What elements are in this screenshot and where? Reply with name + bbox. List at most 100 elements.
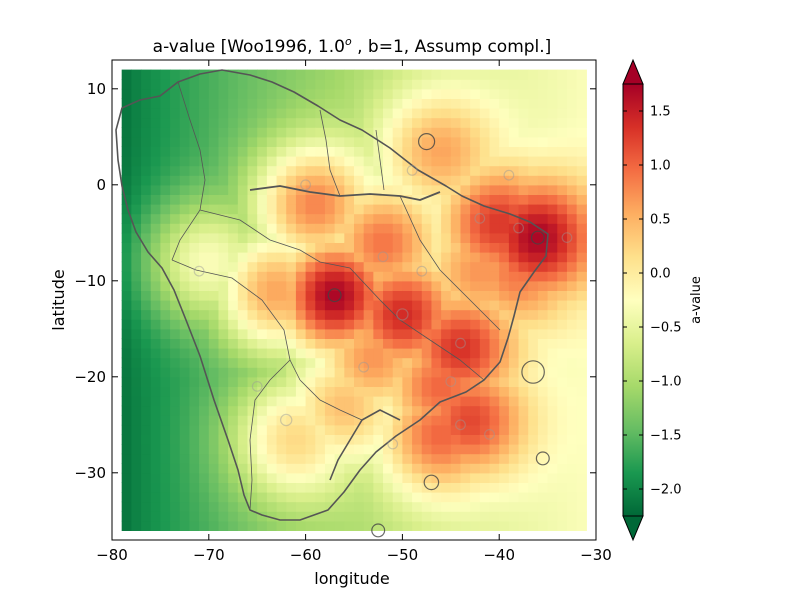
heatmap-cell — [121, 261, 132, 272]
heatmap-cell — [373, 386, 384, 397]
heatmap-cell — [160, 98, 171, 109]
heatmap-cell — [412, 367, 423, 378]
heatmap-cell — [237, 136, 249, 147]
heatmap-cell — [324, 69, 336, 80]
heatmap-cell — [450, 242, 462, 253]
heatmap-cell — [305, 415, 316, 426]
heatmap-cell — [479, 300, 491, 311]
heatmap-cell — [460, 223, 471, 234]
heatmap-cell — [305, 520, 316, 531]
heatmap-cell — [557, 319, 568, 330]
heatmap-cell — [557, 69, 568, 80]
heatmap-cell — [373, 396, 384, 407]
heatmap-cell — [557, 348, 568, 359]
heatmap-cell — [528, 434, 539, 445]
heatmap-cell — [189, 319, 200, 330]
heatmap-cell — [576, 300, 587, 311]
heatmap-cell — [208, 501, 220, 512]
heatmap-cell — [373, 242, 384, 253]
heatmap-cell — [363, 79, 374, 90]
heatmap-cell — [431, 88, 442, 99]
heatmap-cell — [528, 367, 539, 378]
heatmap-cell — [344, 88, 355, 99]
heatmap-cell — [537, 98, 549, 109]
heatmap-cell — [421, 156, 433, 167]
heatmap-cell — [421, 338, 433, 349]
heatmap-cell — [141, 136, 152, 147]
heatmap-cell — [208, 348, 220, 359]
heatmap-cell — [247, 338, 258, 349]
heatmap-cell — [315, 69, 326, 80]
heatmap-cell — [431, 357, 442, 368]
heatmap-cell — [450, 127, 462, 138]
heatmap-cell — [392, 261, 403, 272]
heatmap-cell — [383, 98, 394, 109]
heatmap-cell — [576, 117, 587, 128]
heatmap-cell — [218, 261, 229, 272]
heatmap-cell — [441, 434, 452, 445]
heatmap-cell — [257, 328, 268, 339]
heatmap-cell — [344, 280, 355, 291]
heatmap-cell — [431, 290, 442, 301]
heatmap-cell — [170, 328, 181, 339]
heatmap-cell — [557, 309, 568, 320]
heatmap-cell — [276, 271, 287, 282]
heatmap-cell — [228, 367, 239, 378]
heatmap-cell — [141, 290, 152, 301]
heatmap-cell — [508, 223, 520, 234]
heatmap-cell — [508, 242, 520, 253]
heatmap-cell — [460, 492, 471, 503]
heatmap-cell — [547, 232, 558, 243]
heatmap-cell — [276, 367, 287, 378]
heatmap-cell — [199, 300, 210, 311]
heatmap-cell — [431, 79, 442, 90]
heatmap-cell — [150, 175, 161, 186]
heatmap-cell — [150, 127, 161, 138]
heatmap-cell — [537, 136, 549, 147]
heatmap-cell — [470, 280, 481, 291]
heatmap-cell — [421, 415, 433, 426]
heatmap-cell — [170, 88, 181, 99]
heatmap-cell — [237, 338, 249, 349]
heatmap-cell — [286, 472, 297, 483]
heatmap-cell — [499, 165, 510, 176]
heatmap-cell — [537, 242, 549, 253]
heatmap-cell — [528, 300, 539, 311]
heatmap-cell — [276, 492, 287, 503]
heatmap-cell — [334, 309, 345, 320]
heatmap-cell — [450, 511, 462, 522]
heatmap-cell — [237, 108, 249, 119]
heatmap-cell — [499, 242, 510, 253]
heatmap-cell — [566, 472, 578, 483]
heatmap-cell — [508, 98, 520, 109]
heatmap-cell — [402, 482, 413, 493]
heatmap-cell — [276, 472, 287, 483]
heatmap-cell — [450, 184, 462, 195]
heatmap-cell — [344, 108, 355, 119]
heatmap-cell — [373, 463, 384, 474]
heatmap-cell — [344, 252, 355, 263]
heatmap-cell — [276, 376, 287, 387]
heatmap-cell — [470, 175, 481, 186]
heatmap-cell — [131, 69, 142, 80]
heatmap-cell — [566, 396, 578, 407]
heatmap-cell — [557, 280, 568, 291]
heatmap-cell — [450, 117, 462, 128]
heatmap-cell — [276, 127, 287, 138]
heatmap-cell — [460, 232, 471, 243]
heatmap-cell — [324, 79, 336, 90]
heatmap-cell — [199, 338, 210, 349]
heatmap-cell — [528, 309, 539, 320]
heatmap-cell — [237, 290, 249, 301]
heatmap-cell — [421, 492, 433, 503]
heatmap-cell — [237, 309, 249, 320]
heatmap-cell — [402, 338, 413, 349]
heatmap-cell — [508, 492, 520, 503]
heatmap-cell — [460, 127, 471, 138]
heatmap-cell — [557, 367, 568, 378]
heatmap-cell — [566, 252, 578, 263]
heatmap-cell — [150, 146, 161, 157]
heatmap-cell — [566, 290, 578, 301]
border-line — [199, 209, 351, 269]
heatmap-cell — [528, 108, 539, 119]
